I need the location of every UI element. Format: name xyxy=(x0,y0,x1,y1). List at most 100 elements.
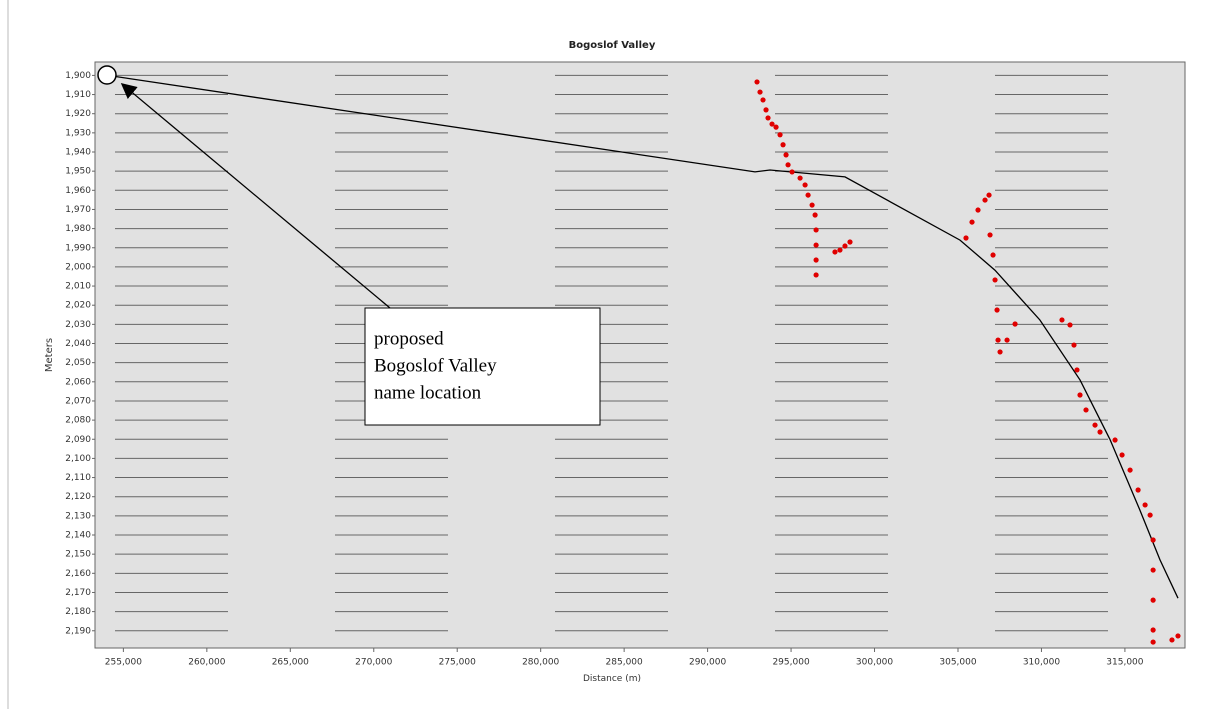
grid xyxy=(92,74,1126,652)
y-tick-label: 2,110 xyxy=(65,473,91,483)
sounding-point xyxy=(783,152,789,158)
x-tick-label: 265,000 xyxy=(272,658,309,668)
y-tick-label: 2,170 xyxy=(65,588,91,598)
sounding-point xyxy=(997,349,1003,355)
x-axis-label: Distance (m) xyxy=(583,674,641,684)
y-tick-label: 1,920 xyxy=(65,109,91,119)
sounding-point xyxy=(1150,567,1156,573)
sounding-point xyxy=(763,107,769,113)
y-tick-label: 2,030 xyxy=(65,320,91,330)
sounding-point xyxy=(842,243,848,249)
sounding-point xyxy=(805,192,811,198)
sounding-point xyxy=(963,235,969,241)
sounding-point xyxy=(986,192,992,198)
sounding-point xyxy=(1175,633,1181,639)
sounding-point xyxy=(754,79,760,85)
sounding-point xyxy=(809,202,815,208)
y-tick-label: 1,960 xyxy=(65,186,91,196)
sounding-point xyxy=(1071,342,1077,348)
annotation-arrow xyxy=(120,82,391,309)
x-tick-label: 270,000 xyxy=(355,658,392,668)
x-tick-label: 315,000 xyxy=(1106,658,1143,668)
sounding-point xyxy=(769,121,775,127)
chart-title: Bogoslof Valley xyxy=(569,40,656,51)
sounding-point xyxy=(1150,537,1156,543)
sounding-point xyxy=(1150,627,1156,633)
sounding-point xyxy=(1169,637,1175,643)
sounding-point xyxy=(765,115,771,121)
sounding-point xyxy=(777,132,783,138)
y-tick-label: 2,010 xyxy=(65,282,91,292)
y-tick-label: 1,980 xyxy=(65,224,91,234)
y-axis-label: Meters xyxy=(44,338,55,372)
y-tick-label: 2,070 xyxy=(65,396,91,406)
sounding-point xyxy=(1119,452,1125,458)
sounding-point xyxy=(847,239,853,245)
y-tick-label: 2,060 xyxy=(65,377,91,387)
x-tick-label: 290,000 xyxy=(689,658,726,668)
y-tick-label: 2,040 xyxy=(65,339,91,349)
x-tick-label: 305,000 xyxy=(939,658,976,668)
sounding-point xyxy=(789,169,795,175)
y-tick-label: 2,100 xyxy=(65,454,91,464)
location-marker xyxy=(97,65,117,85)
profile-line xyxy=(107,74,1179,599)
sounding-point xyxy=(780,142,786,148)
sounding-point xyxy=(813,257,819,263)
y-tick-label: 2,000 xyxy=(65,262,91,272)
y-tick-label: 1,940 xyxy=(65,148,91,158)
y-tick-label: 1,900 xyxy=(65,71,91,81)
x-tick-label: 300,000 xyxy=(856,658,893,668)
y-tick-label: 1,970 xyxy=(65,205,91,215)
sounding-point xyxy=(837,247,843,253)
sounding-point xyxy=(1127,467,1133,473)
y-tick-label: 2,120 xyxy=(65,492,91,502)
y-tick-label: 1,910 xyxy=(65,90,91,100)
sounding-point xyxy=(1097,429,1103,435)
sounding-point xyxy=(1077,392,1083,398)
y-tick-label: 1,950 xyxy=(65,167,91,177)
sounding-point xyxy=(1150,639,1156,645)
annotation-text: name location xyxy=(374,382,482,403)
sounding-point xyxy=(802,182,808,188)
sounding-point xyxy=(969,219,975,225)
x-tick-label: 280,000 xyxy=(522,658,559,668)
sounding-point xyxy=(760,97,766,103)
y-tick-label: 2,130 xyxy=(65,511,91,521)
y-tick-label: 1,930 xyxy=(65,128,91,138)
y-tick-label: 2,180 xyxy=(65,607,91,617)
annotation-text: Bogoslof Valley xyxy=(374,355,497,376)
y-tick-label: 2,190 xyxy=(65,626,91,636)
y-tick-label: 2,160 xyxy=(65,569,91,579)
sounding-point xyxy=(1112,437,1118,443)
sounding-point xyxy=(785,162,791,168)
sounding-point xyxy=(832,249,838,255)
marks xyxy=(107,74,1181,645)
x-tick-label: 295,000 xyxy=(772,658,809,668)
y-tick-label: 2,090 xyxy=(65,435,91,445)
sounding-point xyxy=(1012,321,1018,327)
sounding-point xyxy=(1004,337,1010,343)
sounding-point xyxy=(975,207,981,213)
sounding-point xyxy=(987,232,993,238)
x-tick-label: 275,000 xyxy=(439,658,476,668)
plot-area xyxy=(94,61,1186,649)
sounding-point xyxy=(995,337,1001,343)
y-tick-label: 1,990 xyxy=(65,243,91,253)
sounding-point xyxy=(1142,502,1148,508)
sounding-point xyxy=(773,124,779,130)
x-tick-label: 310,000 xyxy=(1023,658,1060,668)
sounding-point xyxy=(813,242,819,248)
x-tick-label: 285,000 xyxy=(606,658,643,668)
sounding-point xyxy=(812,212,818,218)
annotation: proposed Bogoslof Valley name location xyxy=(97,65,601,426)
sounding-point xyxy=(813,227,819,233)
sounding-point xyxy=(990,252,996,258)
sounding-point xyxy=(1074,367,1080,373)
sounding-point xyxy=(982,197,988,203)
y-tick-label: 2,080 xyxy=(65,416,91,426)
y-tick-label: 2,050 xyxy=(65,358,91,368)
x-tick-label: 260,000 xyxy=(188,658,225,668)
